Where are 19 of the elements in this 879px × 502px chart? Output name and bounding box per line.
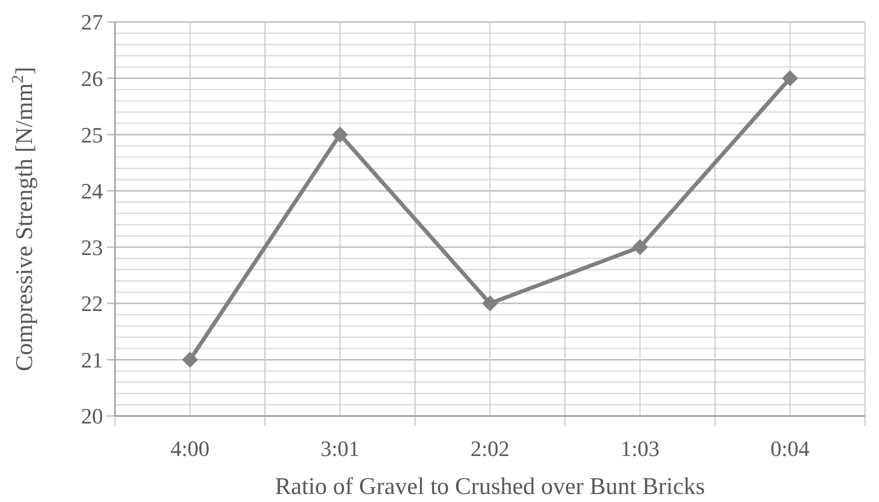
y-tick-label: 23	[81, 234, 103, 260]
x-tick-label: 2:02	[470, 436, 510, 461]
y-tick-label: 20	[81, 404, 103, 429]
x-tick-label: 3:01	[320, 436, 360, 461]
point	[782, 70, 798, 86]
y-tick-label: 21	[81, 347, 103, 372]
y-tick-label: 24	[81, 178, 103, 204]
point	[182, 352, 198, 368]
y-tick-label: 26	[81, 66, 103, 91]
x-tick-label: 0:04	[770, 436, 810, 461]
x-axis-title: Ratio of Gravel to Crushed over Bunt Bricks	[275, 474, 705, 500]
x-tick-label: 4:00	[170, 436, 210, 461]
y-tick-label: 25	[81, 122, 103, 148]
point	[482, 295, 498, 312]
y-tick-label: 27	[81, 10, 103, 35]
point	[632, 239, 648, 256]
x-tick-label: 1:03	[620, 436, 660, 461]
point	[332, 126, 348, 143]
y-tick-label: 22	[81, 291, 103, 316]
